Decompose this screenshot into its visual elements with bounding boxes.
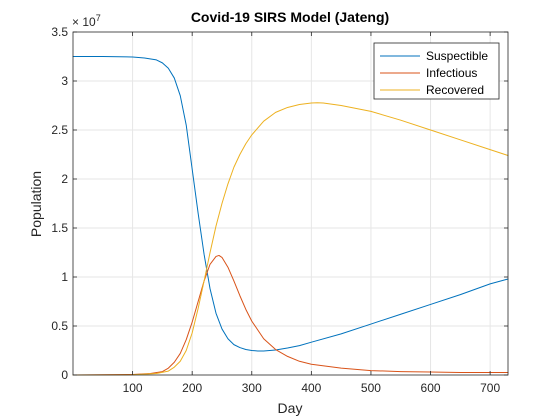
ticks: 100 200 300 400 500 600 700 0 0.5 1 1.5 2 2.5 3 3.5	[51, 25, 508, 395]
series-line-recovered	[72, 102, 509, 376]
y-tick-label: 1	[61, 270, 68, 284]
series-lines	[72, 56, 509, 376]
y-tick-label: 2	[61, 172, 68, 186]
x-tick-label: 400	[301, 381, 321, 395]
x-tick-label: 500	[361, 381, 381, 395]
y-tick-label: 3	[61, 74, 68, 88]
x-tick-label: 100	[123, 381, 143, 395]
x-axis-label: Day	[278, 400, 303, 416]
y-tick-label: 0	[61, 368, 68, 382]
y-tick-label: 2.5	[51, 123, 68, 137]
x-tick-label: 600	[421, 381, 441, 395]
y-tick-label: 1.5	[51, 221, 68, 235]
x-tick-label: 300	[242, 381, 262, 395]
y-axis-label: Population	[28, 171, 44, 237]
chart-title: Covid-19 SIRS Model (Jateng)	[191, 9, 389, 25]
y-tick-label: 3.5	[51, 25, 68, 39]
y-tick-label: 0.5	[51, 319, 68, 333]
x-tick-label: 700	[480, 381, 500, 395]
series-line-suspectible	[72, 56, 509, 352]
legend-label-suspectible: Suspectible	[426, 49, 488, 63]
plot-frame	[72, 31, 509, 376]
legend: Suspectible Infectious Recovered	[373, 42, 500, 100]
legend-items: Suspectible Infectious Recovered	[380, 49, 488, 97]
legend-label-recovered: Recovered	[426, 83, 484, 97]
legend-label-infectious: Infectious	[426, 66, 477, 80]
x-tick-label: 200	[182, 381, 202, 395]
y-exponent-base: × 107	[72, 13, 101, 29]
series-line-infectious	[72, 254, 509, 376]
